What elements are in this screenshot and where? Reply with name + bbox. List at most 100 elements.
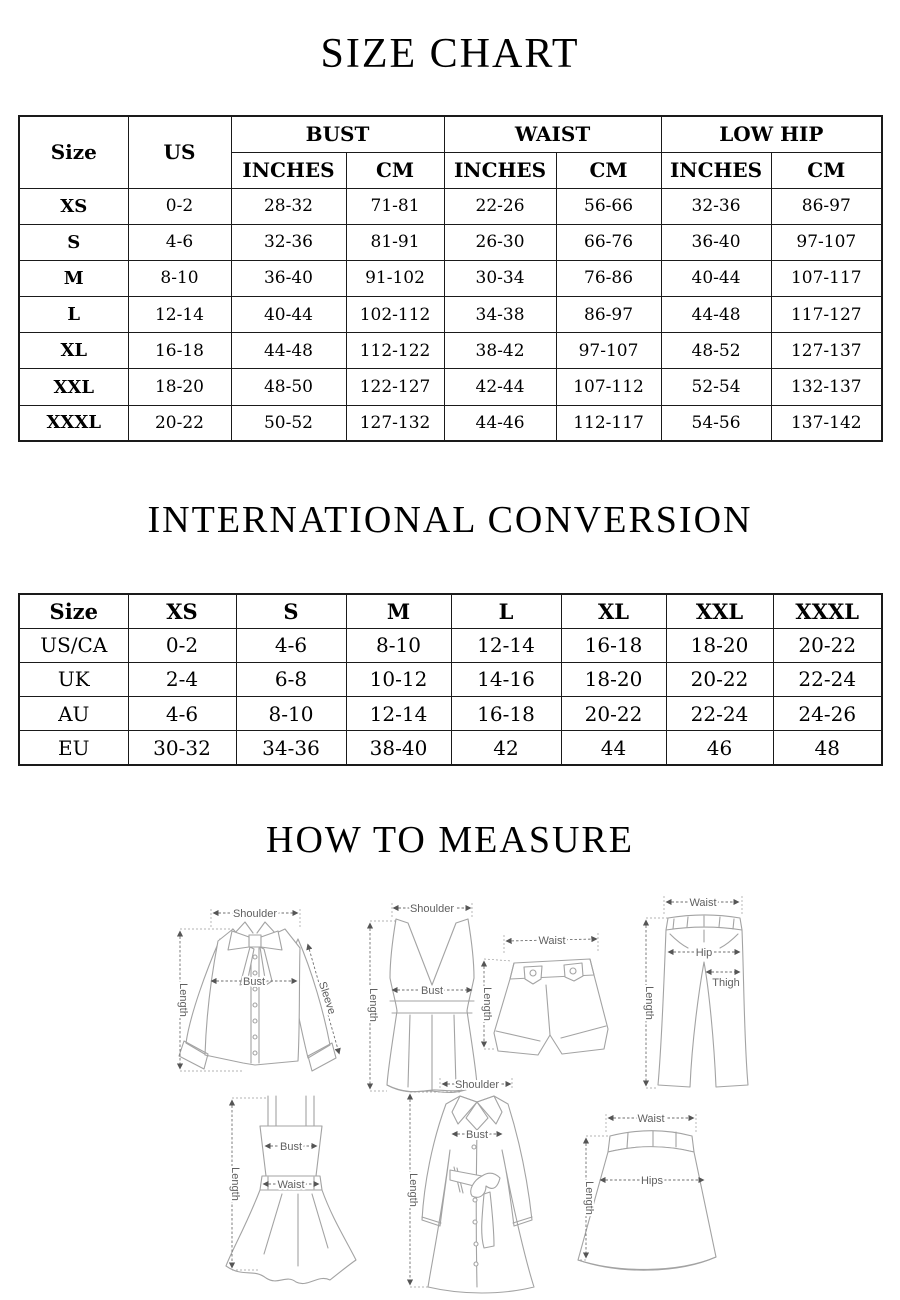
unit-header: INCHES: [660, 151, 772, 189]
table-cell: 8-10: [235, 696, 347, 732]
table-cell: 22-26: [443, 187, 557, 225]
group-header-row: Size US BUST WAIST LOW HIP: [18, 115, 883, 189]
col-header: Size: [18, 593, 129, 629]
conversion-title: INTERNATIONAL CONVERSION: [147, 499, 753, 541]
table-row: AU 4-6 8-10 12-14 16-18 20-22 22-24 24-2…: [18, 696, 883, 732]
col-header: XS: [127, 593, 237, 629]
table-cell: 102-112: [345, 296, 445, 334]
table-cell: 20-22: [127, 404, 232, 442]
table-cell: 81-91: [345, 223, 445, 261]
table-cell: 50-52: [230, 404, 347, 442]
table-cell: 28-32: [230, 187, 347, 225]
waist-label: Waist: [637, 1113, 664, 1125]
col-header: L: [450, 593, 562, 629]
bust-label: Bust: [243, 976, 265, 988]
col-header: XL: [560, 593, 667, 629]
table-cell: 107-117: [770, 259, 883, 298]
col-header: S: [235, 593, 347, 629]
table-cell: 48: [772, 730, 883, 766]
length-label: Length: [177, 983, 189, 1017]
table-cell: 38-40: [345, 730, 452, 766]
conversion-header-row: Size XS S M L XL XXL XXXL: [18, 593, 883, 629]
table-cell: 20-22: [665, 661, 774, 698]
table-cell: 112-117: [555, 404, 662, 442]
table-row: XS 0-2 28-32 71-81 22-26 56-66 32-36 86-…: [18, 187, 883, 225]
table-cell: XXL: [18, 368, 129, 406]
table-cell: 76-86: [555, 259, 662, 298]
table-cell: 14-16: [450, 661, 562, 698]
unit-header: CM: [770, 151, 883, 189]
table-cell: 22-24: [665, 696, 774, 732]
length-label: Length: [583, 1181, 595, 1215]
table-cell: 30-34: [443, 259, 557, 298]
blouse-diagram: Shoulder Bust Length Sleeve: [175, 906, 341, 1072]
waist-label: Waist: [538, 935, 565, 947]
table-cell: 4-6: [127, 223, 232, 261]
table-cell: 4-6: [127, 696, 237, 732]
bust-label: Bust: [280, 1141, 302, 1153]
table-cell: 46: [665, 730, 774, 766]
how-to-measure-title: HOW TO MEASURE: [266, 819, 634, 861]
table-cell: 18-20: [560, 661, 667, 698]
col-header: M: [345, 593, 452, 629]
table-cell: 97-107: [770, 223, 883, 261]
size-chart-table: Size US BUST WAIST LOW HIP INCHES CM INC…: [18, 115, 884, 443]
table-cell: 112-122: [345, 332, 445, 370]
table-cell: 16-18: [127, 332, 232, 370]
table-cell: 32-36: [230, 223, 347, 261]
conversion-table: Size XS S M L XL XXL XXXL US/CA 0-2 4-6 …: [18, 593, 883, 766]
table-cell: XS: [18, 187, 129, 225]
table-cell: 132-137: [770, 368, 883, 406]
table-cell: 36-40: [660, 223, 772, 261]
table-cell: 86-97: [770, 187, 883, 225]
table-row: XL 16-18 44-48 112-122 38-42 97-107 48-5…: [18, 332, 883, 370]
col-header-bust: BUST: [230, 115, 445, 153]
table-cell: 127-137: [770, 332, 883, 370]
table-cell: 26-30: [443, 223, 557, 261]
table-cell: US/CA: [18, 627, 129, 663]
length-label: Length: [481, 987, 493, 1021]
table-cell: 40-44: [660, 259, 772, 298]
unit-header: CM: [345, 151, 445, 189]
col-header: XXL: [665, 593, 774, 629]
table-cell: 12-14: [345, 696, 452, 732]
table-cell: 20-22: [560, 696, 667, 732]
dress-diagram: Bust Waist Length: [225, 1095, 357, 1284]
table-cell: EU: [18, 730, 129, 766]
table-cell: 10-12: [345, 661, 452, 698]
table-cell: S: [18, 223, 129, 261]
table-cell: 30-32: [127, 730, 237, 766]
table-cell: 8-10: [345, 627, 452, 663]
unit-header: INCHES: [443, 151, 557, 189]
waist-label: Waist: [689, 897, 716, 909]
tank-top-diagram: Shoulder Bust Length: [365, 901, 478, 1094]
table-cell: 66-76: [555, 223, 662, 261]
table-cell: 24-26: [772, 696, 883, 732]
table-cell: 36-40: [230, 259, 347, 298]
length-label: Length: [229, 1167, 241, 1201]
table-cell: 137-142: [770, 404, 883, 442]
table-row: S 4-6 32-36 81-91 26-30 66-76 36-40 97-1…: [18, 223, 883, 261]
hip-label: Hip: [696, 947, 713, 959]
table-cell: 12-14: [127, 296, 232, 334]
table-cell: 34-38: [443, 296, 557, 334]
length-label: Length: [643, 986, 655, 1020]
table-cell: 40-44: [230, 296, 347, 334]
table-cell: 8-10: [127, 259, 232, 298]
size-chart-title: SIZE CHART: [320, 31, 580, 77]
waist-label: Waist: [277, 1179, 304, 1191]
table-row: US/CA 0-2 4-6 8-10 12-14 16-18 18-20 20-…: [18, 627, 883, 663]
table-cell: 91-102: [345, 259, 445, 298]
col-header: XXXL: [772, 593, 883, 629]
table-cell: 44: [560, 730, 667, 766]
table-row: UK 2-4 6-8 10-12 14-16 18-20 20-22 22-24: [18, 661, 883, 698]
pants-diagram: Waist Hip Thigh Length: [641, 895, 749, 1089]
table-cell: 48-50: [230, 368, 347, 406]
table-cell: 48-52: [660, 332, 772, 370]
table-row: L 12-14 40-44 102-112 34-38 86-97 44-48 …: [18, 296, 883, 334]
table-cell: 97-107: [555, 332, 662, 370]
bust-label: Bust: [421, 985, 443, 997]
table-cell: 56-66: [555, 187, 662, 225]
table-row: M 8-10 36-40 91-102 30-34 76-86 40-44 10…: [18, 259, 883, 298]
how-to-measure-diagrams: Shoulder Bust Length Sleeve Shoulder Bus…: [0, 875, 900, 1300]
